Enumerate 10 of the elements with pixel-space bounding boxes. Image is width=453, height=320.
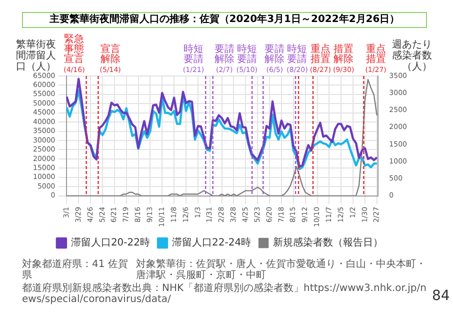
- text: 84: [432, 288, 450, 304]
- legend-label: 滞留人口22-24時: [172, 236, 252, 249]
- y2-axis-title: 週あたり感染者数（人）: [392, 40, 432, 73]
- legend-label: 新規感染者数（報告日）: [273, 236, 384, 249]
- chart-title: 主要繁華街夜間滞留人口の推移：佐賀（2020年3月1日～2022年2月26日）: [22, 12, 427, 28]
- text: 対象繁華街：佐賀駅・唐人・佐賀市愛敬通り・白山・中央本町・唐津駅・呉服町・京町・中町: [136, 259, 426, 281]
- text: 対象都道府県：41 佐賀県: [22, 259, 129, 281]
- y-axis-title: 繁華街夜間滞留人口（人）: [16, 38, 56, 73]
- legend-label: 滞留人口20-22時: [70, 236, 150, 249]
- text: 都道府県別新規感染者数出典：NHK「都道府県別の感染者数」https://www3.nhk.or.jp/news/special/coronavirus/data/: [22, 283, 427, 305]
